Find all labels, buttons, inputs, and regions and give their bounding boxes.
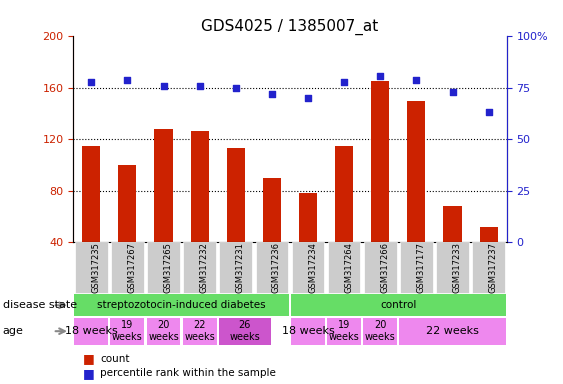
Text: 19
weeks: 19 weeks: [329, 320, 360, 342]
FancyBboxPatch shape: [148, 242, 180, 293]
Text: percentile rank within the sample: percentile rank within the sample: [100, 368, 276, 378]
FancyBboxPatch shape: [146, 318, 181, 345]
FancyBboxPatch shape: [364, 242, 396, 293]
Text: 22 weeks: 22 weeks: [426, 326, 479, 336]
Text: 18 weeks: 18 weeks: [282, 326, 334, 336]
FancyBboxPatch shape: [292, 242, 324, 293]
FancyBboxPatch shape: [256, 242, 288, 293]
Text: ■: ■: [83, 367, 95, 380]
Text: GSM317231: GSM317231: [236, 242, 245, 293]
Bar: [82, 146, 100, 242]
FancyBboxPatch shape: [328, 242, 360, 293]
Bar: [371, 81, 389, 242]
Title: GDS4025 / 1385007_at: GDS4025 / 1385007_at: [202, 19, 378, 35]
Text: disease state: disease state: [3, 300, 77, 310]
Text: ■: ■: [83, 353, 95, 366]
FancyBboxPatch shape: [399, 318, 506, 345]
Text: 19
weeks: 19 weeks: [112, 320, 143, 342]
FancyBboxPatch shape: [472, 242, 505, 293]
Text: GSM317237: GSM317237: [489, 242, 498, 293]
FancyBboxPatch shape: [74, 295, 289, 316]
Text: 20
weeks: 20 weeks: [148, 320, 179, 342]
Text: GSM317265: GSM317265: [163, 242, 172, 293]
Text: GSM317177: GSM317177: [417, 242, 426, 293]
Bar: [408, 101, 426, 242]
Point: [231, 85, 240, 91]
FancyBboxPatch shape: [219, 318, 271, 345]
Text: 26
weeks: 26 weeks: [229, 320, 260, 342]
Text: control: control: [380, 300, 417, 310]
Text: age: age: [3, 326, 24, 336]
FancyBboxPatch shape: [436, 242, 469, 293]
FancyBboxPatch shape: [220, 242, 252, 293]
Point: [412, 76, 421, 83]
FancyBboxPatch shape: [111, 242, 144, 293]
Point: [448, 89, 457, 95]
FancyBboxPatch shape: [182, 318, 217, 345]
Bar: [191, 131, 209, 242]
Point: [376, 73, 385, 79]
Bar: [299, 193, 317, 242]
Text: streptozotocin-induced diabetes: streptozotocin-induced diabetes: [97, 300, 266, 310]
FancyBboxPatch shape: [184, 242, 216, 293]
Point: [267, 91, 276, 97]
FancyBboxPatch shape: [75, 242, 108, 293]
Point: [303, 95, 312, 101]
Point: [339, 79, 348, 85]
Text: GSM317264: GSM317264: [344, 242, 353, 293]
Text: GSM317234: GSM317234: [308, 242, 317, 293]
Bar: [118, 165, 136, 242]
FancyBboxPatch shape: [74, 318, 108, 345]
Bar: [263, 178, 281, 242]
Text: GSM317236: GSM317236: [272, 242, 281, 293]
Text: GSM317266: GSM317266: [380, 242, 389, 293]
Bar: [154, 129, 172, 242]
Text: GSM317235: GSM317235: [91, 242, 100, 293]
Text: GSM317267: GSM317267: [127, 242, 136, 293]
Point: [159, 83, 168, 89]
Point: [484, 109, 493, 116]
FancyBboxPatch shape: [400, 242, 432, 293]
FancyBboxPatch shape: [291, 318, 325, 345]
Text: 22
weeks: 22 weeks: [184, 320, 215, 342]
Bar: [480, 227, 498, 242]
Text: 20
weeks: 20 weeks: [365, 320, 396, 342]
Bar: [444, 206, 462, 242]
Bar: [335, 146, 353, 242]
Point: [195, 83, 204, 89]
Text: GSM317232: GSM317232: [200, 242, 209, 293]
FancyBboxPatch shape: [291, 295, 506, 316]
Point: [123, 76, 132, 83]
FancyBboxPatch shape: [363, 318, 397, 345]
Bar: [227, 148, 245, 242]
Text: GSM317233: GSM317233: [453, 242, 462, 293]
FancyBboxPatch shape: [110, 318, 144, 345]
Text: 18 weeks: 18 weeks: [65, 326, 118, 336]
Point: [87, 79, 96, 85]
Text: count: count: [100, 354, 129, 364]
FancyBboxPatch shape: [327, 318, 361, 345]
